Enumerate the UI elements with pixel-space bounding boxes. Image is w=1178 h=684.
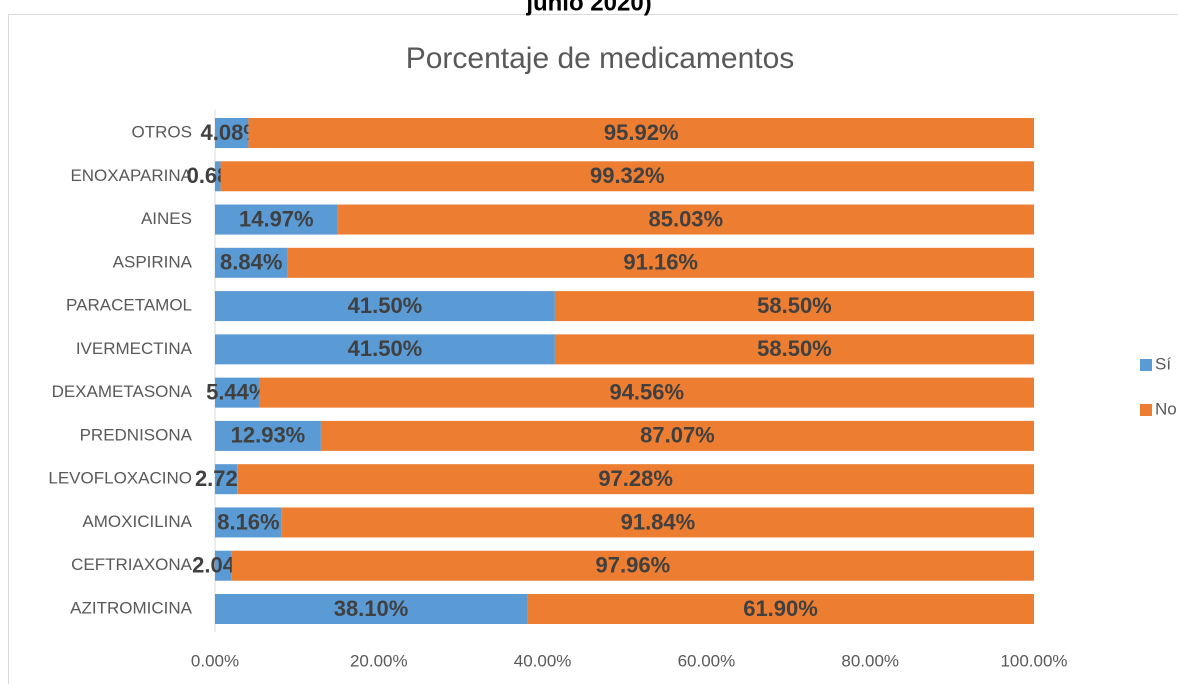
value-label: 85.03% bbox=[648, 206, 723, 231]
y-tick-label: AINES bbox=[141, 209, 192, 228]
value-label: 91.16% bbox=[623, 250, 698, 275]
bar-segment bbox=[215, 291, 555, 322]
value-label: 94.56% bbox=[609, 379, 684, 404]
heading: junio 2020) bbox=[525, 0, 651, 16]
x-tick-label: 100.00% bbox=[1000, 651, 1067, 670]
bar-segment bbox=[554, 291, 1034, 322]
chart-border bbox=[8, 14, 1178, 684]
value-label: 14.97% bbox=[239, 206, 314, 231]
bar-segment bbox=[281, 507, 1034, 538]
value-label: 61.90% bbox=[743, 596, 818, 621]
bar-segment bbox=[259, 377, 1034, 408]
legend-swatch bbox=[1140, 404, 1152, 416]
value-label: 97.28% bbox=[598, 466, 673, 491]
x-tick-label: 20.00% bbox=[350, 651, 408, 670]
bar-segment bbox=[527, 594, 1034, 624]
value-label: 41.50% bbox=[348, 293, 423, 318]
y-tick-label: PREDNISONA bbox=[80, 425, 193, 444]
chart-title: Porcentaje de medicamentos bbox=[406, 42, 795, 75]
value-label: 58.50% bbox=[757, 336, 832, 361]
value-label: 87.07% bbox=[640, 423, 715, 448]
y-tick-label: AMOXICILINA bbox=[82, 512, 192, 531]
x-tick-label: 0.00% bbox=[191, 651, 239, 670]
value-label: 12.93% bbox=[231, 423, 306, 448]
legend-swatch bbox=[1140, 359, 1152, 371]
y-tick-label: IVERMECTINA bbox=[76, 339, 193, 358]
value-label: 97.96% bbox=[596, 553, 671, 578]
bar-segment bbox=[215, 507, 282, 538]
bar-segment bbox=[337, 204, 1034, 235]
bar-segment bbox=[215, 334, 555, 365]
bar-segment bbox=[215, 161, 221, 192]
value-label: 91.84% bbox=[621, 509, 696, 534]
y-tick-label: OTROS bbox=[132, 122, 192, 141]
y-tick-label: LEVOFLOXACINO bbox=[48, 469, 192, 488]
value-label: 8.84% bbox=[220, 250, 282, 275]
bar-segment bbox=[215, 204, 338, 235]
bar-segment bbox=[215, 118, 249, 148]
bar-segment bbox=[220, 161, 1034, 192]
value-label: 5.44% bbox=[206, 379, 268, 404]
bar-segment bbox=[248, 118, 1034, 148]
bar-segment bbox=[554, 334, 1034, 365]
value-label: 95.92% bbox=[604, 120, 679, 145]
bar-segment bbox=[215, 420, 321, 451]
legend-label: No bbox=[1155, 399, 1177, 418]
x-tick-label: 60.00% bbox=[678, 651, 736, 670]
bar-segment bbox=[215, 550, 232, 581]
bar-segment bbox=[287, 247, 1034, 278]
y-tick-label: DEXAMETASONA bbox=[52, 382, 193, 401]
value-label: 58.50% bbox=[757, 293, 832, 318]
bar-segment bbox=[231, 550, 1035, 581]
y-tick-label: PARACETAMOL bbox=[66, 296, 192, 315]
bar-segment bbox=[215, 247, 288, 278]
y-tick-label: AZITROMICINA bbox=[70, 598, 192, 617]
y-tick-label: ASPIRINA bbox=[113, 252, 193, 271]
value-label: 41.50% bbox=[348, 336, 423, 361]
value-label: 99.32% bbox=[590, 163, 665, 188]
value-label: 8.16% bbox=[217, 509, 279, 534]
legend-label: Sí bbox=[1155, 354, 1171, 373]
bar-segment bbox=[215, 464, 238, 495]
heading-bg bbox=[430, 0, 750, 14]
x-tick-label: 80.00% bbox=[841, 651, 899, 670]
bar-segment bbox=[215, 377, 260, 408]
value-label: 38.10% bbox=[334, 596, 409, 621]
y-tick-label: CEFTRIAXONA bbox=[71, 555, 193, 574]
bar-segment bbox=[320, 420, 1034, 451]
bar-segment bbox=[215, 594, 528, 624]
y-tick-label: ENOXAPARINA bbox=[70, 166, 192, 185]
bar-segment bbox=[237, 464, 1034, 495]
x-tick-label: 40.00% bbox=[514, 651, 572, 670]
